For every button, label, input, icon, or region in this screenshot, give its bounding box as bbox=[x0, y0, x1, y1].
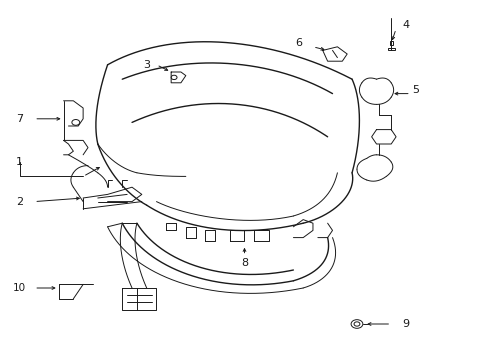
Text: 1: 1 bbox=[16, 157, 23, 167]
Text: 8: 8 bbox=[241, 258, 247, 268]
Bar bbox=[389, 41, 392, 45]
Circle shape bbox=[353, 322, 359, 326]
Text: 5: 5 bbox=[411, 85, 418, 95]
Text: 4: 4 bbox=[402, 20, 408, 30]
Text: 7: 7 bbox=[16, 114, 23, 124]
Circle shape bbox=[72, 120, 80, 125]
Text: 3: 3 bbox=[143, 60, 150, 70]
Circle shape bbox=[171, 75, 177, 80]
Circle shape bbox=[350, 320, 362, 328]
Text: 10: 10 bbox=[13, 283, 26, 293]
Text: 2: 2 bbox=[16, 197, 23, 207]
Text: 6: 6 bbox=[294, 38, 301, 48]
Bar bbox=[387, 48, 394, 50]
Text: 9: 9 bbox=[402, 319, 408, 329]
